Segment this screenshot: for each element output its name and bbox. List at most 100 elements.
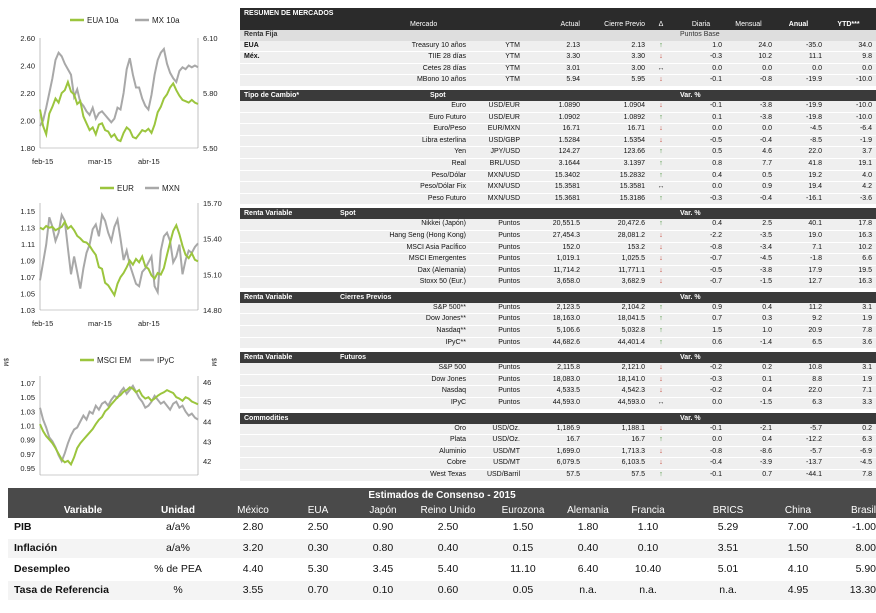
row-ytd: 6.6	[862, 255, 872, 263]
chart-rates: EUA 10a MX 10a 2.60 2.40 2.20 2.00 1.80 6.10 5.8…	[20, 16, 218, 166]
row-unit: YTM	[505, 76, 520, 84]
consensus-row: PIB a/a% 2.80 2.50 0.90 2.50 1.50 1.80 1.10 5.29 7…	[8, 518, 876, 539]
x-tick-label: feb-15	[32, 319, 53, 328]
row-unit: YTM	[505, 41, 520, 49]
row-mensual: -4.5	[759, 255, 772, 263]
row-diaria: -0.1	[709, 424, 722, 432]
row-name: Yen	[454, 148, 466, 156]
row-diaria: 0.4	[712, 171, 722, 179]
row-actual: 3.30	[566, 53, 580, 61]
row-mensual: -3.5	[759, 231, 772, 239]
row-diaria: -0.7	[709, 278, 722, 286]
row-cierre: 1,025.5	[621, 255, 645, 263]
consensus-row-unit: a/a%	[166, 521, 190, 533]
consensus-row-label: PIB	[14, 521, 32, 533]
row-mensual: 0.0	[762, 64, 772, 72]
legend-label: MSCI EM	[97, 356, 132, 365]
row-mensual: 0.9	[762, 183, 772, 191]
row-actual: 44,682.6	[552, 338, 580, 346]
row-ytd: -6.9	[859, 447, 872, 455]
row-actual: 1.5284	[558, 136, 580, 144]
market-row: IPyC Puntos 44,593.0 44,593.0 ↔ 0.0 -1.5 6.3 3.3	[240, 398, 876, 410]
row-anual: 41.8	[808, 159, 822, 167]
arrow-up-icon: ↑	[659, 41, 663, 49]
row-anual: 0.0	[812, 64, 822, 72]
row-mensual: -1.4	[759, 338, 772, 346]
row-diaria: 1.5	[712, 327, 722, 335]
row-name: Euro Futuro	[429, 113, 466, 121]
market-row: Cobre USD/MT 6,079.5 6,103.5 ↓ -0.4 -3.9 -13.7 -…	[240, 458, 876, 470]
arrow-down-icon: ↓	[659, 125, 663, 133]
right-tick-label: 14.80	[203, 306, 222, 315]
left-tick-label: 1.05	[20, 393, 35, 402]
row-mensual: -2.1	[759, 424, 772, 432]
row-ytd: -1.9	[859, 136, 872, 144]
row-name: TIIE 28 días	[428, 53, 466, 61]
row-ytd: 0.0	[862, 64, 872, 72]
consensus-row-label: Tasa de Referencia	[14, 584, 109, 596]
legend-label: EUA 10a	[87, 16, 119, 25]
legend-label: IPyC	[157, 356, 175, 365]
row-diaria: 0.1	[712, 113, 722, 121]
market-row: Nasdaq Puntos 4,533.5 4,542.3 ↓ -0.2 0.4 22.0 7.…	[240, 386, 876, 399]
row-unit: YTM	[505, 53, 520, 61]
left-tick-label: 2.60	[20, 34, 35, 43]
section-header: Renta Variable Spot Var. %	[240, 208, 876, 220]
row-ytd: -10.0	[856, 76, 872, 84]
row-cierre: 28,081.2	[617, 231, 645, 239]
row-unit: Puntos	[498, 387, 520, 395]
row-cierre: 44,401.4	[617, 338, 645, 346]
row-name: S&P 500**	[433, 303, 466, 311]
row-ytd: 16.3	[858, 278, 872, 286]
consensus-value: 0.30	[307, 542, 329, 554]
row-anual: 6.3	[812, 399, 822, 407]
row-anual: -1.8	[809, 255, 822, 263]
row-ytd: 4.0	[862, 171, 872, 179]
row-mensual: 0.3	[762, 315, 772, 323]
market-row: S&P 500** Puntos 2,123.5 2,104.2 ↑ 0.9 0.4 11.2…	[240, 302, 876, 315]
row-diaria: -0.5	[709, 266, 722, 274]
section-right-label: Var. %	[680, 210, 701, 218]
section-header: Renta Fija Puntos Base	[240, 30, 876, 41]
row-name: Libra esterlina	[422, 136, 466, 144]
left-tick-label: 1.09	[20, 257, 35, 266]
row-name: Peso Futuro	[427, 194, 466, 202]
left-tick-label: 1.01	[20, 422, 35, 431]
right-tick-label: 42	[203, 457, 211, 466]
consensus-header-cell: Reino Unido	[420, 505, 476, 516]
consensus-value: 5.30	[307, 563, 329, 575]
row-ytd: 6.3	[862, 436, 872, 444]
row-name: MSCI Asia Pacífico	[406, 243, 466, 251]
row-name: Cobre	[446, 459, 466, 467]
row-mensual: 1.0	[762, 327, 772, 335]
row-unit: Puntos	[498, 278, 520, 286]
section-right-label: Puntos Base	[680, 31, 720, 38]
right-tick-label: 5.50	[203, 144, 218, 153]
header-actual: Actual	[560, 21, 580, 28]
row-name: Euro	[451, 101, 466, 109]
row-actual: 16.71	[562, 125, 580, 133]
left-tick-label: 0.95	[20, 464, 35, 473]
row-anual: 8.8	[812, 375, 822, 383]
row-ytd: 3.7	[862, 148, 872, 156]
row-prefix: EUA	[244, 41, 259, 49]
row-cierre: 2,121.0	[621, 364, 645, 372]
arrow-down-icon: ↓	[659, 278, 663, 286]
row-actual: 57.5	[566, 471, 580, 478]
row-cierre: 1.0892	[623, 113, 645, 121]
arrow-up-icon: ↑	[659, 113, 663, 121]
row-ytd: 1.9	[862, 315, 872, 323]
row-name: MBono 10 años	[416, 76, 466, 84]
row-actual: 2,123.5	[556, 303, 580, 311]
row-actual: 1,186.9	[556, 424, 580, 432]
row-unit: USD/GBP	[488, 136, 520, 144]
consensus-row-unit: % de PEA	[154, 563, 202, 575]
market-row: Peso Futuro MXN/USD 15.3681 15.3186 ↑ -0.3 -0.…	[240, 193, 876, 206]
row-mensual: 0.0	[762, 125, 772, 133]
row-unit: Puntos	[498, 266, 520, 274]
arrow-up-icon: ↑	[659, 171, 663, 179]
section-right-label: Var. %	[680, 414, 701, 422]
row-cierre: 1,188.1	[621, 424, 645, 432]
row-diaria: -0.2	[709, 387, 722, 395]
series-line-1	[39, 386, 199, 467]
